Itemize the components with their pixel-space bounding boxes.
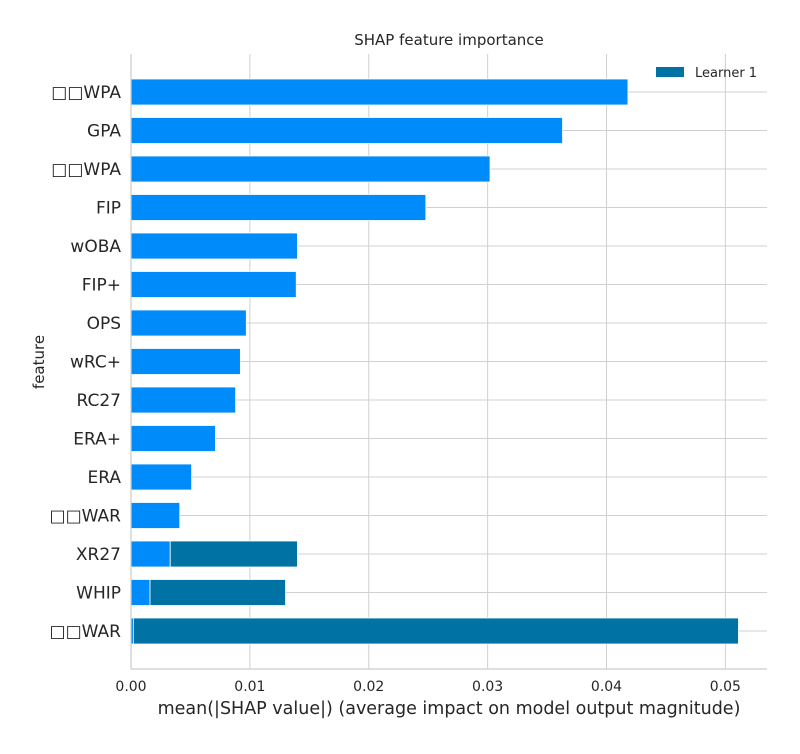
bar-series-1 [149, 579, 286, 606]
y-tick-label: OPS [87, 314, 121, 334]
bar-series-0 [130, 232, 298, 260]
y-tick-label: FIP+ [82, 276, 121, 296]
x-tick-label: 0.03 [472, 679, 503, 695]
bar-series-0 [130, 78, 629, 106]
y-tick-label: WHIP [76, 584, 121, 604]
x-axis-label: mean(|SHAP value|) (average impact on mo… [158, 699, 741, 719]
y-tick-label: FIP [96, 199, 121, 219]
x-tick-label: 0.05 [710, 679, 741, 695]
legend: Learner 1 [656, 66, 757, 81]
bar-series-1 [169, 540, 298, 568]
axes-layer: 0.00 0.01 0.02 0.03 0.04 0.05 □□WPA GPA □□WPA FIP… [50, 54, 767, 695]
y-tick-label: wRC+ [70, 353, 121, 373]
y-tick-label: ERA+ [73, 430, 121, 450]
bar-series-0 [130, 502, 181, 529]
bar-series-0 [130, 579, 151, 606]
bar-series-0 [130, 425, 216, 452]
bar-series-0 [130, 309, 247, 337]
bar-series-0 [130, 117, 563, 144]
y-tick-label: ERA [88, 468, 122, 488]
legend-label: Learner 1 [695, 66, 757, 81]
x-tick-label: 0.01 [234, 679, 265, 695]
x-tick-label: 0.00 [115, 679, 146, 695]
y-axis-label: feature [30, 335, 48, 389]
bar-series-0 [130, 386, 237, 414]
bar-series-0 [130, 463, 193, 491]
y-tick-label: XR27 [76, 545, 121, 565]
y-tick-label: □□WPA [51, 160, 121, 180]
x-tick-label: 0.02 [353, 679, 384, 695]
y-tick-label: wOBA [70, 237, 121, 257]
bars-layer [130, 78, 739, 645]
x-tick-label: 0.04 [591, 679, 622, 695]
y-tick-label: □□WPA [51, 83, 121, 103]
y-tick-label: RC27 [77, 391, 121, 411]
bar-series-1 [132, 617, 739, 645]
y-tick-label: GPA [87, 122, 121, 142]
chart-title: SHAP feature importance [354, 31, 544, 49]
bar-series-0 [130, 155, 491, 183]
legend-swatch [656, 67, 684, 77]
y-tick-label: □□WAR [50, 507, 122, 527]
bar-series-0 [130, 348, 241, 375]
bar-series-0 [130, 540, 171, 568]
bar-series-0 [130, 194, 427, 221]
y-tick-label: □□WAR [50, 622, 122, 642]
bar-series-0 [130, 271, 297, 298]
